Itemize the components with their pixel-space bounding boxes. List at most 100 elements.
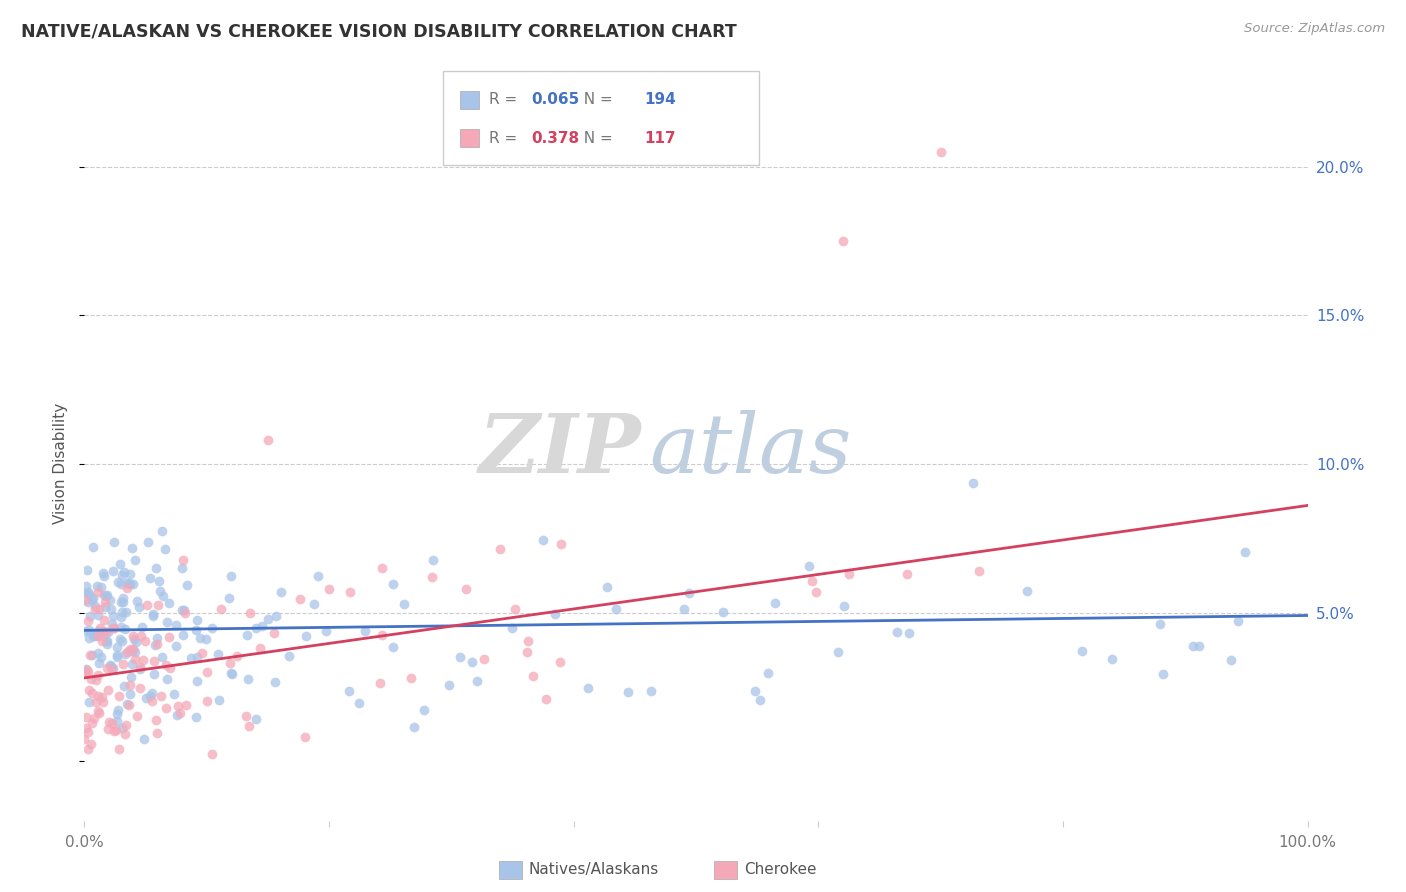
Point <box>91 695 114 709</box>
Point <box>97 683 120 698</box>
Point <box>76 563 98 577</box>
Point <box>76 614 98 628</box>
Point <box>832 599 855 614</box>
Point <box>101 617 124 632</box>
Point <box>235 708 257 723</box>
Point <box>87 646 110 660</box>
Point <box>82 541 104 555</box>
Point <box>172 628 194 642</box>
Point <box>105 723 128 737</box>
Point <box>337 684 360 698</box>
Point <box>501 621 523 635</box>
Point <box>155 657 177 672</box>
Point <box>73 593 96 607</box>
Point <box>139 571 162 585</box>
Point <box>96 633 118 648</box>
Point <box>89 621 111 635</box>
Point <box>1182 639 1205 653</box>
Point <box>354 624 377 639</box>
Point <box>128 600 150 615</box>
Point <box>678 585 700 599</box>
Point <box>800 574 823 589</box>
Point <box>111 591 134 606</box>
Point <box>318 582 340 597</box>
Text: R =: R = <box>489 93 523 107</box>
Y-axis label: Vision Disability: Vision Disability <box>53 403 69 524</box>
Point <box>76 725 98 739</box>
Point <box>105 640 128 655</box>
Point <box>170 603 193 617</box>
Point <box>548 656 571 670</box>
Point <box>118 576 141 591</box>
Point <box>195 665 218 679</box>
Point <box>141 694 163 708</box>
Point <box>73 586 96 600</box>
Point <box>371 561 394 575</box>
Text: 0.065: 0.065 <box>531 93 579 107</box>
Point <box>101 564 124 578</box>
Point <box>176 578 198 592</box>
Point <box>449 649 471 664</box>
Point <box>103 724 125 739</box>
Point <box>209 602 232 616</box>
Point <box>124 645 146 659</box>
Point <box>402 720 425 734</box>
Point <box>150 524 173 539</box>
Point <box>236 673 259 687</box>
Point <box>257 433 280 447</box>
Point <box>522 669 544 683</box>
Point <box>886 624 908 639</box>
Point <box>617 685 640 699</box>
Point <box>149 583 172 598</box>
Point <box>100 662 122 676</box>
Point <box>108 557 131 571</box>
Text: N =: N = <box>574 131 617 145</box>
Point <box>118 698 141 713</box>
Point <box>114 605 136 619</box>
Point <box>77 694 100 708</box>
Point <box>87 657 110 671</box>
Point <box>112 679 135 693</box>
Point <box>112 657 135 671</box>
Point <box>114 622 136 636</box>
Text: 194: 194 <box>644 93 676 107</box>
Point <box>221 666 243 681</box>
Point <box>118 567 141 582</box>
Point <box>86 695 108 709</box>
Point <box>1017 583 1039 598</box>
Point <box>136 598 159 612</box>
Point <box>105 650 128 665</box>
Point <box>420 570 443 584</box>
Point <box>898 625 921 640</box>
Point <box>180 650 202 665</box>
Point <box>165 617 187 632</box>
Point <box>98 658 121 673</box>
Point <box>129 629 152 643</box>
Point <box>146 599 169 613</box>
Point <box>307 568 329 582</box>
Point <box>315 624 337 638</box>
Text: NATIVE/ALASKAN VS CHEROKEE VISION DISABILITY CORRELATION CHART: NATIVE/ALASKAN VS CHEROKEE VISION DISABI… <box>21 22 737 40</box>
Point <box>101 661 124 675</box>
Point <box>82 591 104 605</box>
Point <box>962 476 984 491</box>
Point <box>141 685 163 699</box>
Point <box>90 650 112 665</box>
Point <box>122 632 145 646</box>
Point <box>294 730 316 744</box>
Point <box>838 567 860 582</box>
Point <box>118 687 141 701</box>
Point <box>142 609 165 624</box>
Point <box>122 643 145 657</box>
Point <box>368 675 391 690</box>
Point <box>82 648 104 662</box>
Point <box>516 645 538 659</box>
Point <box>1233 545 1256 559</box>
Point <box>153 542 176 557</box>
Point <box>120 670 142 684</box>
Point <box>302 597 325 611</box>
Point <box>143 654 166 668</box>
Point <box>131 653 153 667</box>
Point <box>82 630 104 644</box>
Point <box>1149 616 1171 631</box>
